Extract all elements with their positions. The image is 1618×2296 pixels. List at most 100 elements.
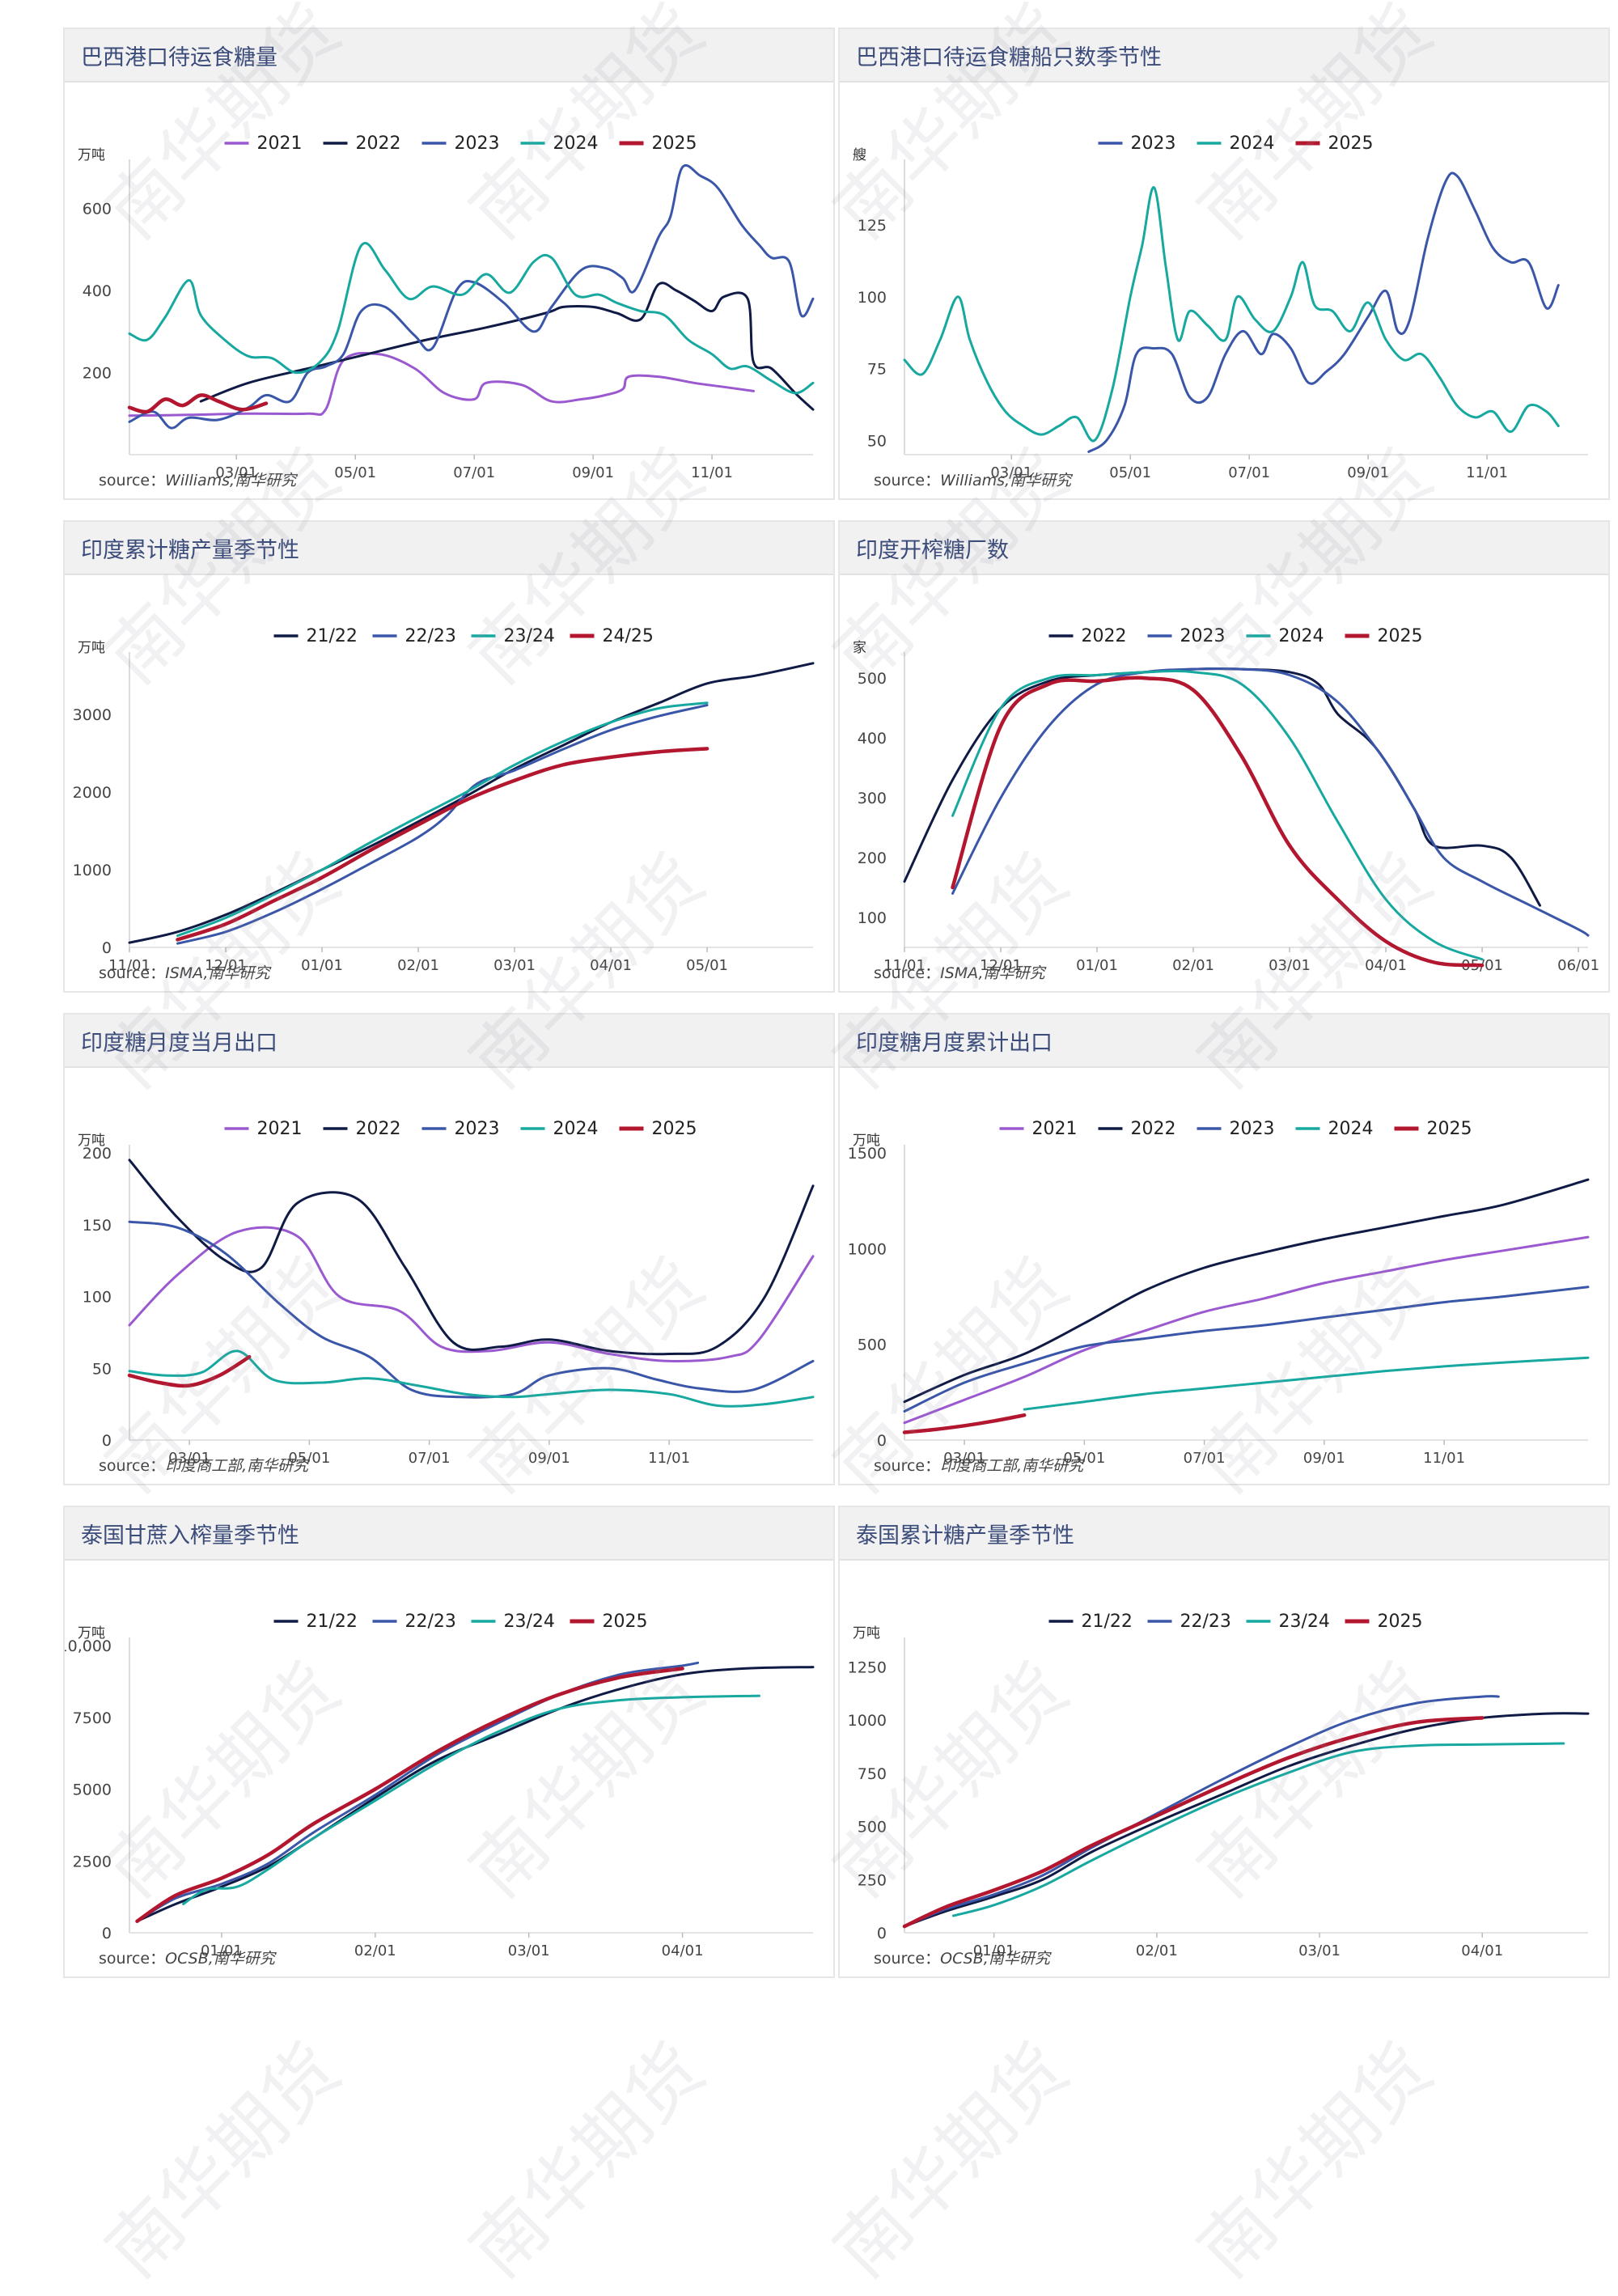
x-tick-label: 04/01 (1461, 1942, 1503, 1959)
y-tick-label: 500 (858, 1337, 887, 1354)
unit-label: 万吨 (78, 147, 105, 163)
unit-label: 家 (853, 640, 866, 656)
series-line-2021 (903, 1235, 1590, 1425)
legend-label: 23/24 (1279, 1612, 1330, 1632)
y-tick-label: 0 (877, 1432, 887, 1450)
series-line-2022 (199, 282, 815, 411)
line-chart: 万吨 2021 2022 2023 2024 2025 200 400 600 03/01 05/0… (78, 133, 815, 481)
source-text: ISMA,南华研究 (940, 964, 1045, 982)
chart-body: 家 2022 2023 2024 2025 100 200 300 400 500 11/01 12/… (840, 575, 1608, 993)
legend-label: 2024 (1328, 1119, 1374, 1139)
x-tick-label: 01/01 (973, 1942, 1015, 1959)
watermark: 南华期货 (90, 2027, 357, 2294)
panel-header: 印度糖月度累计出口 (840, 1015, 1608, 1068)
chart-source: source：Williams,南华研究 (874, 468, 1071, 490)
y-tick-label: 1000 (73, 862, 112, 879)
x-tick-label: 03/01 (168, 1450, 210, 1467)
chart-panel-thailand-cane-crushing: 泰国甘蔗入榨量季节性 万吨 21/22 22/23 23/24 2025 0 2500 500… (63, 1506, 835, 1978)
chart-panel-india-mills-operating: 印度开榨糖厂数 家 2022 2023 2024 2025 100 200 300 400 500… (838, 520, 1610, 993)
chart-source: source：Williams,南华研究 (99, 468, 296, 490)
y-tick-label: 600 (83, 201, 112, 218)
x-tick-label: 07/01 (1228, 464, 1270, 481)
x-tick-label: 12/01 (980, 957, 1022, 974)
series-line-2023 (951, 667, 1590, 937)
legend-label: 2023 (1131, 133, 1176, 154)
legend-label: 23/24 (504, 1612, 555, 1632)
y-tick-label: 400 (858, 730, 887, 748)
unit-label: 艘 (853, 147, 866, 163)
series-line-2025 (127, 1354, 252, 1388)
chart-panel-india-monthly-export: 印度糖月度当月出口 万吨 2021 2022 2023 2024 2025 0 50 100 15… (63, 1013, 835, 1485)
series-line-2022 (903, 667, 1541, 907)
chart-panel-india-cumulative-export: 印度糖月度累计出口 万吨 2021 2022 2023 2024 2025 0 500 1000… (838, 1013, 1610, 1485)
x-tick-label: 05/01 (288, 1450, 330, 1467)
x-tick-label: 09/01 (1303, 1450, 1345, 1467)
source-text: Williams,南华研究 (940, 472, 1072, 489)
legend-label: 2024 (553, 133, 599, 154)
line-chart: 万吨 21/22 22/23 23/24 2025 0 2500 5000 7500 10,000… (65, 1612, 815, 1959)
source-label: source： (99, 964, 166, 982)
line-chart: 万吨 21/22 22/23 23/24 2025 0 250 500 750 1000 1250 0… (848, 1612, 1590, 1959)
legend-label: 22/23 (1180, 1612, 1231, 1632)
x-tick-label: 11/01 (1423, 1450, 1465, 1467)
legend-label: 21/22 (1082, 1612, 1133, 1632)
x-tick-label: 07/01 (409, 1450, 451, 1467)
legend-label: 2025 (652, 1119, 697, 1139)
series-line-2025 (135, 1667, 684, 1924)
source-text: 印度商工部,南华研究 (165, 1457, 309, 1475)
series-line-2023 (128, 163, 815, 430)
y-tick-label: 125 (858, 217, 887, 235)
x-tick-label: 02/01 (1172, 957, 1214, 974)
series-line-23-24 (951, 1742, 1565, 1917)
chart-panel-brazil-port-ships: 巴西港口待运食糖船只数季节性 艘 2023 2024 2025 50 75 100 125 03… (838, 28, 1610, 500)
y-tick-label: 200 (83, 1145, 112, 1163)
series-line-2025 (902, 1716, 1485, 1929)
unit-label: 万吨 (78, 1133, 105, 1149)
x-tick-label: 05/01 (334, 464, 376, 481)
panel-header: 泰国累计糖产量季节性 (840, 1507, 1608, 1561)
x-tick-label: 02/01 (1136, 1942, 1178, 1959)
x-tick-label: 07/01 (453, 464, 495, 481)
watermark: 南华期货 (454, 2027, 721, 2294)
y-tick-label: 100 (83, 1289, 112, 1307)
y-tick-label: 400 (83, 282, 112, 300)
panel-header: 印度累计糖产量季节性 (65, 522, 833, 575)
x-tick-label: 03/01 (1298, 1942, 1341, 1959)
y-tick-label: 1500 (848, 1145, 887, 1163)
series-line-24-25 (176, 747, 709, 942)
chart-title: 巴西港口待运食糖量 (81, 44, 277, 70)
y-tick-label: 0 (102, 939, 112, 957)
chart-source: source：ISMA,南华研究 (874, 961, 1045, 983)
y-tick-label: 0 (877, 1925, 887, 1942)
y-tick-label: 50 (867, 432, 887, 450)
panel-header: 泰国甘蔗入榨量季节性 (65, 1507, 833, 1561)
line-chart: 家 2022 2023 2024 2025 100 200 300 400 500 11/01 12/… (853, 626, 1599, 974)
unit-label: 万吨 (78, 640, 105, 656)
chart-title: 印度糖月度累计出口 (856, 1030, 1053, 1056)
x-tick-label: 03/01 (508, 1942, 550, 1959)
x-tick-label: 01/01 (1076, 957, 1118, 974)
series-line-22-23 (176, 704, 709, 945)
source-text: 印度商工部,南华研究 (940, 1457, 1084, 1475)
chart-body: 万吨 21/22 22/23 23/24 24/25 0 1000 2000 3000 11/01… (65, 575, 833, 993)
y-tick-label: 10,000 (65, 1637, 112, 1655)
legend-label: 21/22 (307, 1612, 358, 1632)
legend-label: 2023 (1230, 1119, 1275, 1139)
panel-header: 巴西港口待运食糖船只数季节性 (840, 29, 1608, 83)
x-tick-label: 02/01 (354, 1942, 396, 1959)
source-label: source： (99, 1457, 166, 1475)
x-tick-label: 05/01 (686, 957, 728, 974)
series-line-21-22 (128, 662, 815, 944)
chart-panel-thailand-cumulative-production: 泰国累计糖产量季节性 万吨 21/22 22/23 23/24 2025 0 250 500 7… (838, 1506, 1610, 1978)
x-tick-label: 03/01 (215, 464, 257, 481)
chart-body: 万吨 2021 2022 2023 2024 2025 0 500 1000 1500 03/01 0… (840, 1068, 1608, 1485)
panel-header: 印度开榨糖厂数 (840, 522, 1608, 575)
legend-label: 2021 (1032, 1119, 1078, 1139)
y-tick-label: 75 (867, 361, 887, 379)
x-tick-label: 09/01 (528, 1450, 570, 1467)
watermark: 南华期货 (818, 2027, 1085, 2294)
series-line-21-22 (136, 1666, 815, 1923)
y-tick-label: 300 (858, 790, 887, 807)
y-tick-label: 3000 (73, 706, 112, 724)
chart-title: 印度累计糖产量季节性 (81, 537, 299, 563)
